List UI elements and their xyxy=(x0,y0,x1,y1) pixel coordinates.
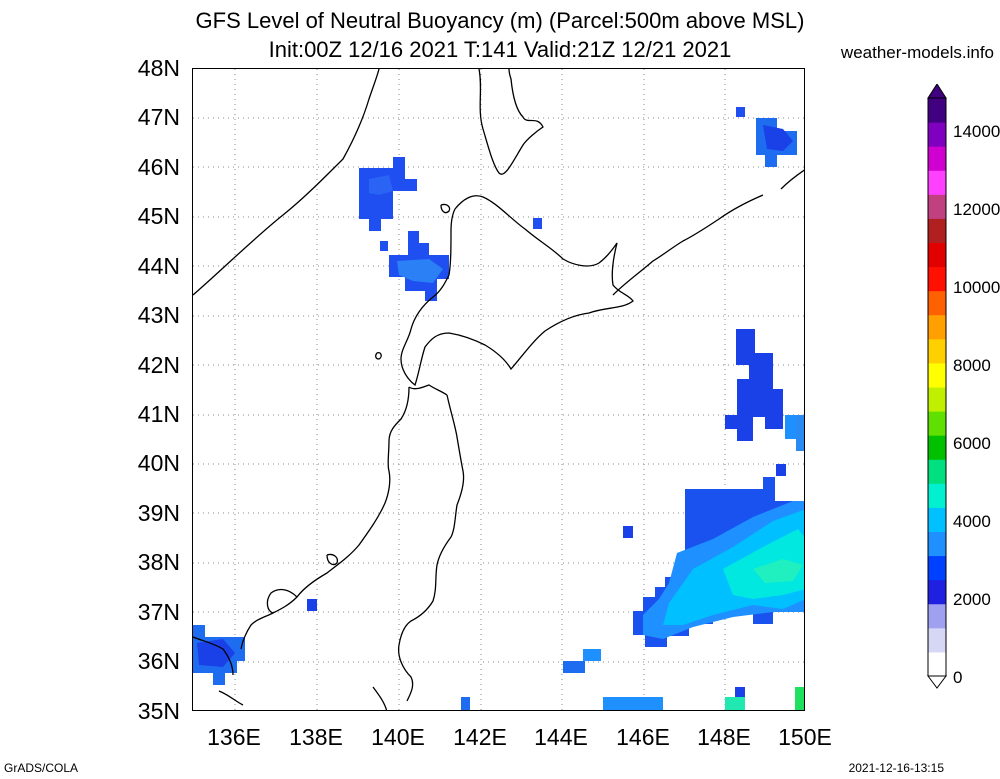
colorbar-cell xyxy=(928,266,946,292)
lon-label-148e: 148E xyxy=(697,724,751,750)
cb-label-2000: 2000 xyxy=(953,590,991,609)
lon-label-150e: 150E xyxy=(778,724,832,750)
lat-label-45n: 45N xyxy=(137,203,180,229)
colorbar-cell xyxy=(928,507,946,532)
blob-pacific-42N xyxy=(725,329,783,441)
colorbar xyxy=(927,84,947,689)
map-svg xyxy=(193,69,804,710)
colorbar-cell xyxy=(928,194,946,219)
colorbar-cell xyxy=(928,122,946,147)
lon-label-144e: 144E xyxy=(534,724,588,750)
lat-label-46n: 46N xyxy=(137,154,180,180)
cb-label-6000: 6000 xyxy=(953,434,991,453)
colorbar-cell xyxy=(928,338,946,364)
map-panel xyxy=(192,68,805,711)
footer-right: 2021-12-16-13:15 xyxy=(848,761,944,775)
chart-title: GFS Level of Neutral Buoyancy (m) (Parce… xyxy=(195,8,805,33)
cb-label-4000: 4000 xyxy=(953,512,991,531)
colorbar-cell xyxy=(928,290,946,316)
colorbar-cell xyxy=(928,218,946,243)
colorbar-cell xyxy=(928,435,946,460)
lat-label-44n: 44N xyxy=(137,253,180,279)
lat-label-37n: 37N xyxy=(137,599,180,625)
blob-north-maritime xyxy=(359,157,417,231)
lon-label-136e: 136E xyxy=(207,724,261,750)
colorbar-cell xyxy=(928,555,946,581)
colorbar-cell xyxy=(928,362,946,388)
lat-label-35n: 35N xyxy=(137,698,180,724)
credit-label: weather-models.info xyxy=(840,43,994,62)
colorbar-cell xyxy=(928,483,946,508)
colorbar-cell xyxy=(928,146,946,171)
cb-label-12000: 12000 xyxy=(953,200,1000,219)
colorbar-cell xyxy=(928,651,946,677)
colorbar-cell xyxy=(928,531,946,557)
lat-label-47n: 47N xyxy=(137,104,180,130)
lat-label-41n: 41N xyxy=(137,401,180,427)
lat-label-36n: 36N xyxy=(137,648,180,674)
colorbar-cell xyxy=(928,98,946,123)
lat-label-43n: 43N xyxy=(137,302,180,328)
lat-label-39n: 39N xyxy=(137,500,180,526)
lon-label-146e: 146E xyxy=(616,724,670,750)
chart-subtitle: Init:00Z 12/16 2021 T:141 Valid:21Z 12/2… xyxy=(268,37,732,62)
colorbar-cell xyxy=(928,387,946,412)
colorbar-cell xyxy=(928,603,946,629)
footer-left: GrADS/COLA xyxy=(4,761,79,775)
lat-label-48n: 48N xyxy=(137,55,180,81)
lat-label-40n: 40N xyxy=(137,450,180,476)
lat-label-38n: 38N xyxy=(137,549,180,575)
cb-label-14000: 14000 xyxy=(953,122,1000,141)
colorbar-cell xyxy=(928,411,946,436)
colorbar-cell xyxy=(928,314,946,340)
colorbar-cell xyxy=(928,627,946,653)
colorbar-cell xyxy=(928,170,946,195)
lon-label-140e: 140E xyxy=(371,724,425,750)
colorbar-cell xyxy=(928,579,946,605)
lon-label-142e: 142E xyxy=(453,724,507,750)
lat-label-42n: 42N xyxy=(137,352,180,378)
lnb-field xyxy=(193,107,804,710)
cb-label-8000: 8000 xyxy=(953,356,991,375)
coastlines xyxy=(193,69,804,710)
colorbar-cell xyxy=(928,242,946,268)
colorbar-cell xyxy=(928,459,946,484)
cb-label-0: 0 xyxy=(953,668,963,687)
lon-label-138e: 138E xyxy=(289,724,343,750)
cb-label-10000: 10000 xyxy=(953,278,1000,297)
